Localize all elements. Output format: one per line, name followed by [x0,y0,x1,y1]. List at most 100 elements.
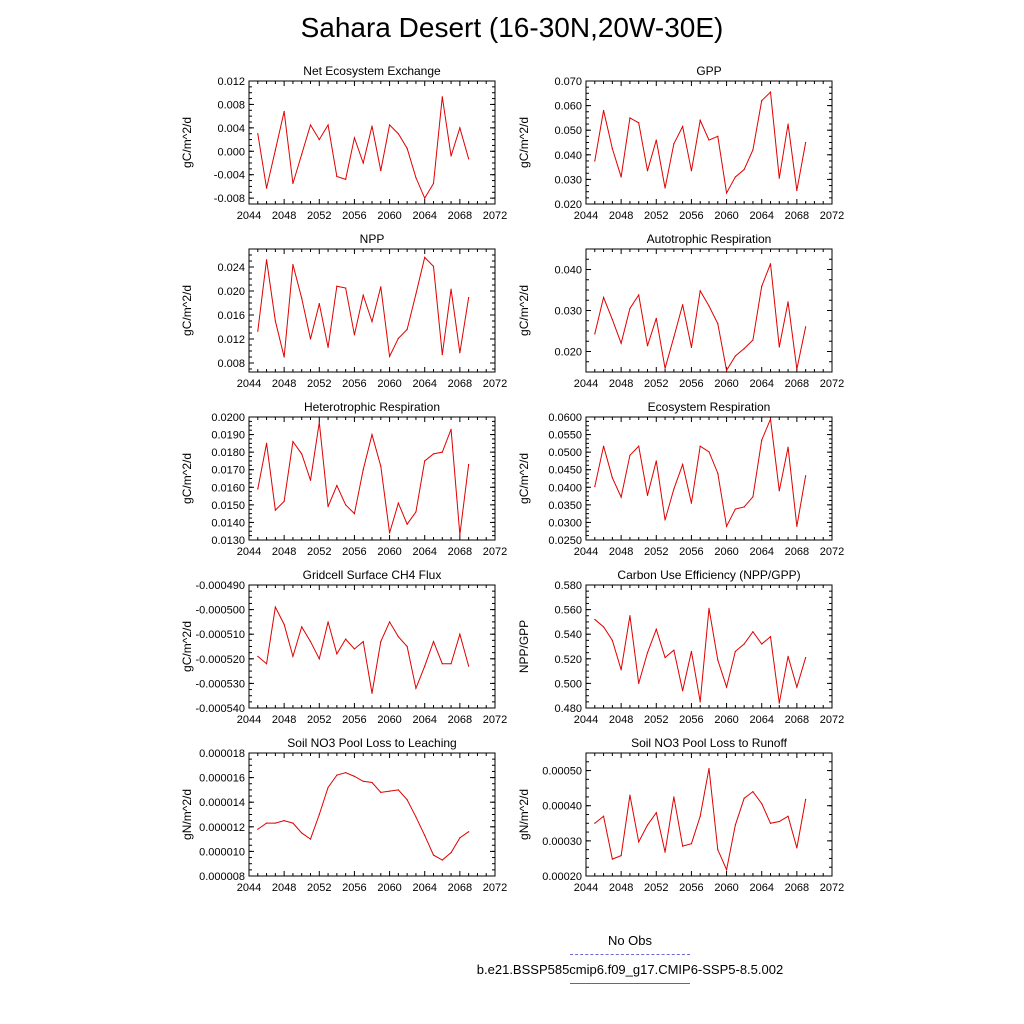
plot-frame [585,584,833,709]
data-point [682,845,684,847]
x-tick-label: 2044 [237,210,261,222]
x-tick-label: 2048 [272,882,296,894]
data-point [708,607,710,609]
data-point [655,139,657,141]
data-point [397,502,399,504]
data-point [388,355,391,357]
data-point [432,854,435,856]
data-point [327,124,329,126]
y-tick-label: 0.008 [217,99,245,111]
x-tick-label: 2052 [307,882,331,894]
data-point [805,475,807,477]
data-point [690,502,693,504]
data-point [283,820,285,822]
data-point [611,318,613,321]
x-tick-label: 2064 [412,714,436,726]
x-tick-label: 2060 [714,714,738,726]
x-tick-label: 2072 [483,882,507,894]
data-point [292,264,294,266]
y-tick-label: -0.000530 [195,678,245,690]
data-point [620,496,622,498]
data-point [380,465,382,467]
x-tick-label: 2072 [820,882,844,894]
data-point [257,133,259,135]
data-point [257,488,259,490]
series-line [257,605,470,694]
x-tick-label: 2072 [820,546,844,558]
x-tick-label: 2064 [412,210,436,222]
x-tick-label: 2056 [679,378,703,390]
data-point [761,100,763,102]
legend-model-line [570,983,690,984]
x-tick-label: 2072 [483,546,507,558]
data-point [406,523,408,525]
y-tick-label: 0.0190 [211,430,245,442]
panel-title: Soil NO3 Pool Loss to Leaching [287,736,456,750]
data-point [743,348,745,350]
data-point [708,305,710,307]
data-point [725,369,728,371]
data-point [620,669,622,671]
data-point [787,446,789,448]
data-point [638,122,640,124]
x-tick-label: 2056 [679,546,703,558]
data-point [655,317,657,319]
data-point [664,519,666,521]
panel-title: Heterotrophic Respiration [304,400,440,414]
data-point [673,336,675,338]
data-point [664,656,666,659]
y-tick-label: 0.500 [554,678,582,690]
data-point [468,158,470,160]
data-point [796,368,798,370]
data-point [734,824,736,826]
data-point [594,160,596,162]
data-point [353,513,356,515]
data-point [380,791,382,793]
data-point [327,786,329,789]
y-axis-label: gC/m^2/d [180,117,194,168]
data-point [752,149,754,151]
data-point [318,303,320,305]
data-point [805,656,807,659]
y-tick-label: 0.000008 [199,871,245,883]
x-tick-label: 2064 [412,546,436,558]
x-tick-label: 2060 [714,546,738,558]
data-point [717,849,719,851]
series-line [257,772,469,861]
y-tick-label: 0.016 [217,310,245,322]
data-point [690,346,693,348]
data-point [336,653,338,655]
data-point [424,834,426,837]
y-tick-label: 0.580 [554,580,582,592]
data-point [441,96,443,98]
data-point [769,822,772,824]
data-point [638,294,640,296]
data-point [459,127,461,129]
y-tick-label: 0.030 [554,306,582,318]
data-point [796,189,798,192]
y-tick-label: 0.540 [554,629,582,641]
data-point [318,658,320,660]
x-tick-label: 2060 [714,378,738,390]
data-point [441,859,443,861]
series-line [594,90,807,195]
data-point [620,855,622,857]
y-tick-label: 0.480 [554,703,582,715]
panel-9: Soil NO3 Pool Loss to Leaching gN/m^2/d 20… [180,736,507,894]
data-point [629,615,631,617]
data-point [397,636,399,638]
x-tick-label: 2068 [448,378,472,390]
panel-title: Ecosystem Respiration [648,400,771,414]
data-point [761,803,763,805]
data-point [664,367,666,369]
panel-8: Carbon Use Efficiency (NPP/GPP) NPP/GPP 20… [517,568,844,726]
data-point [336,484,338,487]
y-tick-label: 0.0150 [211,500,245,512]
y-axis-label: gC/m^2/d [517,285,531,336]
x-tick-label: 2044 [237,546,261,558]
data-point [787,655,789,657]
data-point [602,815,605,817]
x-tick-label: 2060 [377,714,401,726]
data-point [717,323,719,325]
figure-title: Sahara Desert (16-30N,20W-30E) [300,12,724,43]
